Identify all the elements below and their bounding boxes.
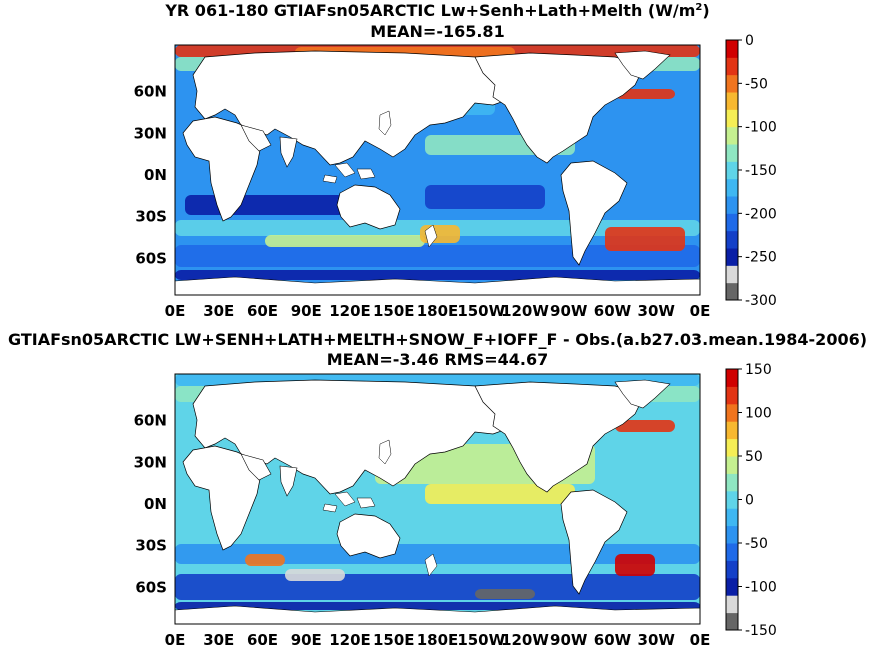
colorbar-segment [726,265,738,284]
colorbar-segment [726,92,738,110]
x-tick-label: 120W [501,302,549,320]
x-tick-label: 90E [291,631,322,649]
x-tick-label: 30W [638,631,676,649]
x-tick-label: 0E [165,631,186,649]
panel1-map [174,44,701,296]
colorbar-segment [726,456,738,474]
x-tick-label: 30W [638,302,676,320]
colorbar-tick-label: 100 [745,406,772,422]
y-tick-label: 60N [134,412,167,430]
colorbar-segment [726,525,738,544]
colorbar-segment [726,282,738,301]
panel1-mean-label: MEAN=-165.81 [370,22,505,41]
colorbar-tick-label: -200 [745,206,777,222]
x-tick-label: 120W [501,631,549,649]
panel2-colorbar: 150 100 50 0 -50 -100 -150 [725,362,777,639]
y-tick-label: 60S [135,578,167,596]
colorbar-segment [726,230,738,249]
panel2-title: GTIAFsn05ARCTIC LW+SENH+LATH+MELTH+SNOW_… [7,330,868,349]
y-tick-label: 30N [134,124,167,142]
colorbar-segment [726,612,738,631]
colorbar-segment [726,403,738,422]
colorbar-segment [726,473,738,492]
y-tick-label: 60N [134,83,167,101]
x-tick-label: 150E [373,302,415,320]
colorbar-segment [726,74,738,93]
x-tick-label: 150E [373,631,415,649]
x-tick-label: 120E [329,302,371,320]
x-tick-label: 150W [457,631,505,649]
y-tick-label: 30S [135,208,167,226]
panel1-colorbar: 0 -50 -100 -150 -200 -250 -300 [725,33,777,309]
colorbar-segment [726,57,738,76]
colorbar-segment [726,595,738,614]
colorbar-tick-label: 150 [745,362,772,378]
colorbar-segment [726,248,738,266]
x-tick-label: 30E [203,302,234,320]
colorbar-tick-label: -150 [745,623,777,639]
x-tick-label: 120E [329,631,371,649]
colorbar-segment [726,543,738,561]
colorbar-segment [726,369,738,387]
x-tick-label: 60E [247,302,278,320]
x-tick-label: 60W [594,302,632,320]
colorbar-tick-label: -100 [745,580,777,596]
panel1-title: YR 061-180 GTIAFsn05ARCTIC Lw+Senh+Lath+… [165,1,710,20]
panel2-map [174,373,701,625]
colorbar-segment [726,438,738,457]
x-tick-label: 90E [291,302,322,320]
x-tick-label: 0E [165,302,186,320]
colorbar-segment [726,213,738,232]
panel2-y-ticks: 60N 30N 0N 30S 60S [134,412,167,597]
y-tick-label: 0N [144,495,167,513]
panel2-mean-rms-label: MEAN=-3.46 RMS=44.67 [326,350,549,369]
colorbar-segment [726,126,738,145]
x-tick-label: 30E [203,631,234,649]
colorbar-segment [726,144,738,162]
x-tick-label: 60W [594,631,632,649]
x-tick-label: 150W [457,302,505,320]
colorbar-tick-label: -250 [745,250,777,266]
colorbar-tick-label: -300 [745,293,777,309]
x-tick-label: 180E [417,302,459,320]
x-tick-label: 90W [550,302,588,320]
colorbar-segment [726,109,738,128]
colorbar-segment [726,196,738,214]
colorbar-tick-label: -100 [745,120,777,136]
y-tick-label: 30N [134,453,167,471]
colorbar-segment [726,421,738,440]
colorbar-segment [726,490,738,509]
y-tick-label: 0N [144,166,167,184]
x-tick-label: 180E [417,631,459,649]
colorbar-segment [726,178,738,197]
colorbar-segment [726,560,738,579]
colorbar-tick-label: 0 [745,33,754,49]
colorbar-segment [726,577,738,596]
colorbar-tick-label: -50 [745,76,768,92]
x-tick-label: 0E [690,631,711,649]
colorbar-segment [726,161,738,180]
x-tick-label: 0E [690,302,711,320]
colorbar-tick-label: -50 [745,536,768,552]
colorbar-tick-label: 0 [745,493,754,509]
y-tick-label: 30S [135,537,167,555]
x-tick-label: 90W [550,631,588,649]
colorbar-tick-label: 50 [745,449,763,465]
x-tick-label: 60E [247,631,278,649]
y-tick-label: 60S [135,249,167,267]
panel1-y-ticks: 60N 30N 0N 30S 60S [134,83,167,268]
colorbar-tick-label: -150 [745,163,777,179]
colorbar-segment [726,508,738,527]
colorbar-segment [726,386,738,405]
colorbar-segment [726,40,738,58]
